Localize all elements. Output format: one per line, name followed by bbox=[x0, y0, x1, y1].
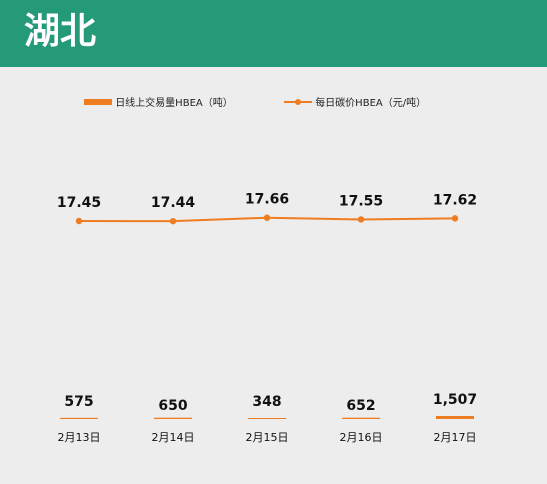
legend-item-volume: 日线上交易量HBEA（吨） bbox=[84, 94, 233, 109]
category-label: 2月15日 bbox=[246, 431, 289, 444]
legend-bar-swatch bbox=[84, 98, 112, 105]
price-point bbox=[451, 215, 459, 222]
bar-0 bbox=[60, 417, 98, 419]
category-label: 2月13日 bbox=[58, 431, 101, 444]
legend-label-volume: 日线上交易量HBEA（吨） bbox=[115, 98, 233, 109]
legend-item-price: 每日碳价HBEA（元/吨） bbox=[284, 94, 426, 109]
price-value-label: 17.66 bbox=[245, 192, 289, 208]
price-point bbox=[169, 217, 177, 225]
bar-4 bbox=[436, 416, 474, 419]
price-point bbox=[75, 217, 83, 225]
bar-value-label: 575 bbox=[64, 394, 93, 410]
category-label: 2月16日 bbox=[340, 431, 383, 444]
price-value-label: 17.44 bbox=[151, 195, 196, 211]
page-title: 湖北 bbox=[24, 11, 97, 52]
bar-2 bbox=[248, 418, 286, 419]
bar-value-label: 652 bbox=[346, 398, 375, 414]
bar-value-label: 650 bbox=[158, 398, 187, 414]
bar-value-label: 348 bbox=[252, 394, 281, 410]
category-label: 2月14日 bbox=[152, 431, 195, 444]
price-value-label: 17.45 bbox=[57, 195, 101, 211]
price-point bbox=[263, 214, 271, 221]
price-point bbox=[357, 216, 365, 223]
category-label: 2月17日 bbox=[434, 431, 477, 444]
bar-1 bbox=[154, 417, 192, 419]
legend-line-swatch bbox=[284, 98, 312, 105]
chart-legend: 日线上交易量HBEA（吨） 每日碳价HBEA（元/吨） bbox=[0, 90, 547, 110]
bar-value-label: 1,507 bbox=[433, 392, 477, 408]
price-value-label: 17.55 bbox=[339, 193, 383, 209]
bar-3 bbox=[342, 417, 380, 419]
legend-label-price: 每日碳价HBEA（元/吨） bbox=[315, 98, 427, 109]
header-banner: 湖北 bbox=[0, 0, 547, 67]
price-value-label: 17.62 bbox=[433, 192, 477, 208]
